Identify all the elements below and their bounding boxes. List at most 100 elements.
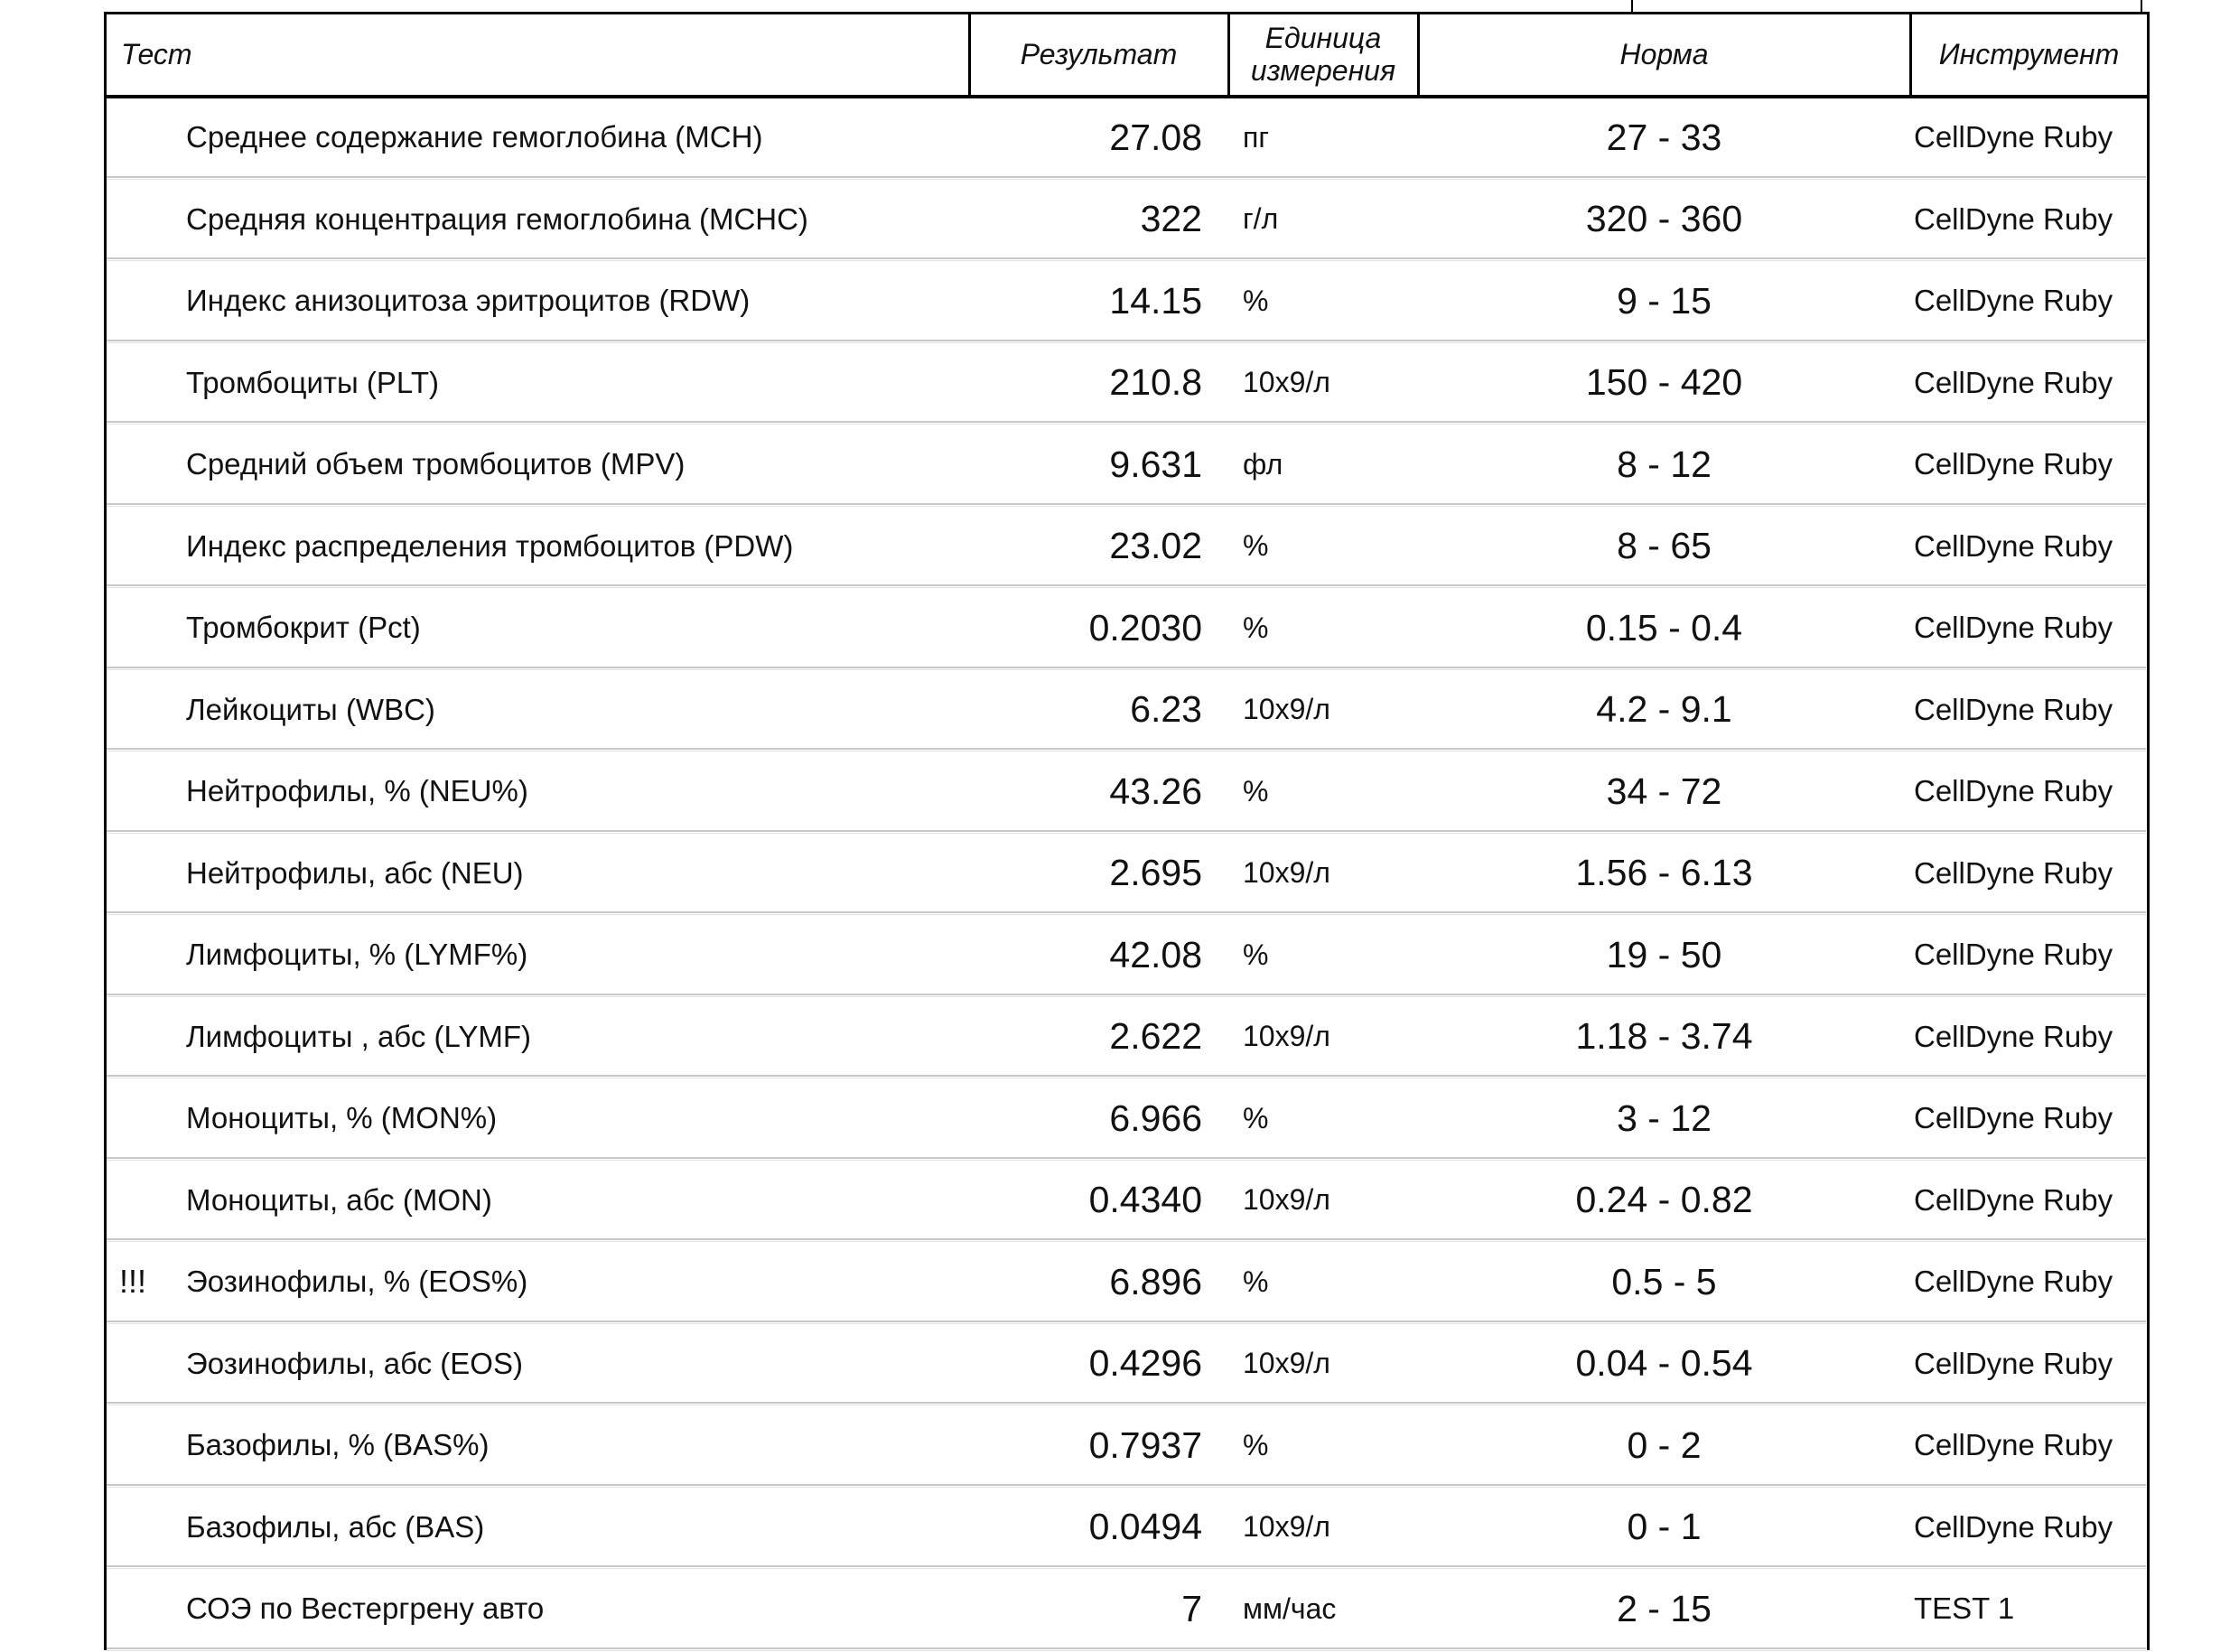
- instrument: CellDyne Ruby: [1914, 611, 2113, 645]
- row-line: [107, 339, 2146, 343]
- instrument: CellDyne Ruby: [1914, 1265, 2113, 1299]
- norm: 0.15 - 0.4: [1585, 606, 1743, 649]
- result: 9.631: [1109, 443, 1202, 485]
- instrument: CellDyne Ruby: [1914, 447, 2113, 481]
- result: 43.26: [1109, 770, 1202, 812]
- test-name: Эозинофилы, % (EOS%): [186, 1265, 528, 1299]
- result: 322: [1140, 198, 1202, 240]
- result: 2.622: [1109, 1015, 1202, 1058]
- result: 210.8: [1109, 361, 1202, 404]
- norm: 0.24 - 0.82: [1575, 1179, 1753, 1221]
- test-name: Среднее содержание гемоглобина (MCH): [186, 120, 763, 154]
- column-line: [2147, 12, 2150, 1650]
- result: 27.08: [1109, 116, 1202, 158]
- row-line: [107, 993, 2146, 997]
- unit: %: [1243, 284, 1269, 317]
- row-line: [107, 1483, 2146, 1488]
- row-line: [107, 584, 2146, 588]
- unit: 10x9/л: [1243, 1347, 1330, 1380]
- row-line: [107, 257, 2146, 261]
- norm: 1.18 - 3.74: [1575, 1015, 1753, 1058]
- test-name: СОЭ по Вестергрену авто: [186, 1591, 545, 1626]
- unit: 10x9/л: [1243, 1183, 1330, 1217]
- unit: пг: [1243, 120, 1269, 154]
- test-name: Моноциты, абс (MON): [186, 1182, 492, 1217]
- test-name: Тромбокрит (Pct): [186, 611, 421, 645]
- result: 42.08: [1109, 933, 1202, 975]
- column-line: [968, 12, 971, 97]
- unit: 10x9/л: [1243, 1510, 1330, 1544]
- unit: 10x9/л: [1243, 366, 1330, 399]
- instrument: CellDyne Ruby: [1914, 284, 2113, 318]
- row-line: [107, 1402, 2146, 1405]
- row-line: [107, 175, 2146, 180]
- column-header: Тест: [121, 38, 192, 70]
- row-line: [107, 748, 2146, 751]
- result: 23.02: [1109, 525, 1202, 567]
- test-name: Лимфоциты , абс (LYMF): [186, 1019, 532, 1053]
- norm: 34 - 72: [1606, 770, 1722, 812]
- result: 2.695: [1109, 852, 1202, 894]
- unit: %: [1243, 1101, 1269, 1134]
- norm: 4.2 - 9.1: [1596, 688, 1732, 731]
- row-line: [107, 1647, 2146, 1651]
- norm: 8 - 12: [1617, 443, 1712, 485]
- result: 0.4340: [1088, 1179, 1202, 1221]
- norm: 0.5 - 5: [1611, 1260, 1717, 1302]
- test-name: Индекс распределения тромбоцитов (PDW): [186, 528, 794, 563]
- row-line: [107, 502, 2146, 507]
- instrument: CellDyne Ruby: [1914, 938, 2113, 972]
- row-line: [107, 1565, 2146, 1569]
- test-name: Лимфоциты, % (LYMF%): [186, 938, 528, 972]
- instrument: CellDyne Ruby: [1914, 1428, 2113, 1462]
- unit: %: [1243, 1265, 1269, 1298]
- test-name: Нейтрофилы, % (NEU%): [186, 774, 528, 808]
- norm: 0 - 1: [1627, 1506, 1702, 1548]
- column-header: Норма: [1619, 38, 1709, 70]
- column-header: Результат: [1020, 38, 1178, 70]
- row-line: [107, 1075, 2146, 1078]
- test-name: Индекс анизоцитоза эритроцитов (RDW): [186, 284, 751, 318]
- instrument: CellDyne Ruby: [1914, 1346, 2113, 1380]
- test-name: Средняя концентрация гемоглобина (MCHC): [186, 201, 808, 236]
- instrument: TEST 1: [1914, 1591, 2015, 1626]
- norm: 19 - 50: [1606, 933, 1722, 975]
- instrument: CellDyne Ruby: [1914, 692, 2113, 726]
- instrument: CellDyne Ruby: [1914, 201, 2113, 236]
- box-line: [1631, 0, 1633, 12]
- unit: %: [1243, 1428, 1269, 1461]
- result: 6.896: [1109, 1260, 1202, 1302]
- unit: 10x9/л: [1243, 856, 1330, 890]
- row-line: [107, 421, 2146, 425]
- column-line: [1909, 12, 1912, 97]
- norm: 27 - 33: [1606, 116, 1722, 158]
- box-line: [2141, 0, 2142, 12]
- test-name: Эозинофилы, абс (EOS): [186, 1346, 523, 1380]
- instrument: CellDyne Ruby: [1914, 1019, 2113, 1053]
- result: 0.2030: [1088, 606, 1202, 649]
- instrument: CellDyne Ruby: [1914, 365, 2113, 399]
- row-line: [107, 911, 2146, 915]
- test-name: Тромбоциты (PLT): [186, 365, 439, 399]
- row-line: [107, 666, 2146, 670]
- instrument: CellDyne Ruby: [1914, 855, 2113, 890]
- flag: !!!: [119, 1263, 147, 1301]
- row-line: [107, 829, 2146, 834]
- unit: фл: [1243, 447, 1283, 481]
- unit: %: [1243, 938, 1269, 971]
- test-name: Лейкоциты (WBC): [186, 692, 435, 726]
- result: 6.966: [1109, 1097, 1202, 1139]
- test-name: Моноциты, % (MON%): [186, 1101, 498, 1135]
- instrument: CellDyne Ruby: [1914, 1182, 2113, 1217]
- column-header: Инструмент: [1938, 38, 2120, 70]
- norm: 320 - 360: [1585, 198, 1743, 240]
- row-line: [107, 1238, 2146, 1242]
- row-line: [107, 1320, 2146, 1324]
- row-line: [107, 1156, 2146, 1161]
- unit: %: [1243, 611, 1269, 644]
- result: 14.15: [1109, 279, 1202, 322]
- norm: 0.04 - 0.54: [1575, 1342, 1753, 1385]
- norm: 150 - 420: [1585, 361, 1743, 404]
- instrument: CellDyne Ruby: [1914, 120, 2113, 154]
